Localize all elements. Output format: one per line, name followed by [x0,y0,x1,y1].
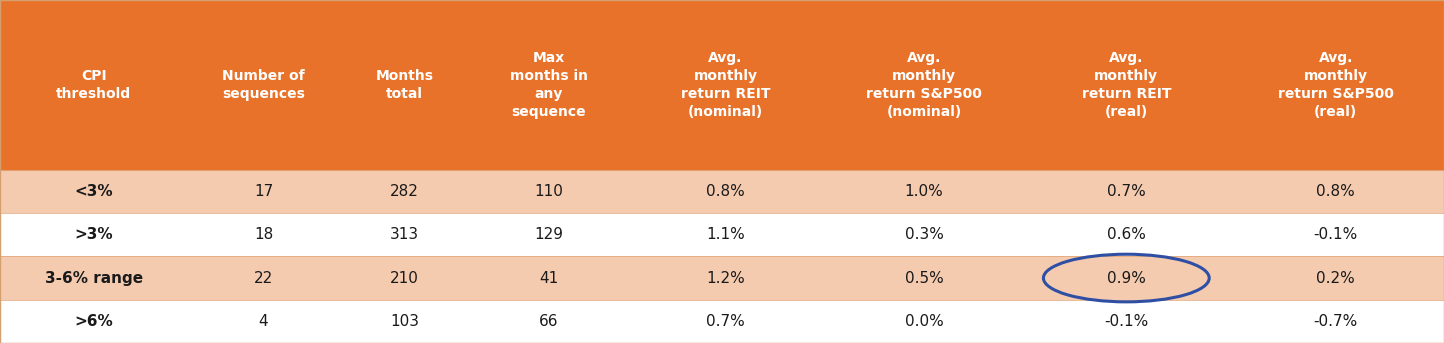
Text: 3-6% range: 3-6% range [45,271,143,285]
Text: 1.2%: 1.2% [706,271,745,285]
Text: Months
total: Months total [375,69,433,101]
Text: -0.7%: -0.7% [1314,314,1357,329]
Text: >3%: >3% [75,227,113,242]
Text: Avg.
monthly
return REIT
(real): Avg. monthly return REIT (real) [1082,51,1171,119]
Text: 17: 17 [254,184,273,199]
Text: 18: 18 [254,227,273,242]
Text: 0.2%: 0.2% [1317,271,1354,285]
Text: 22: 22 [254,271,273,285]
Text: 0.8%: 0.8% [1317,184,1354,199]
Text: 103: 103 [390,314,419,329]
Text: CPI
threshold: CPI threshold [56,69,131,101]
Text: 1.0%: 1.0% [905,184,943,199]
Text: -0.1%: -0.1% [1314,227,1357,242]
Text: 0.6%: 0.6% [1108,227,1145,242]
Text: 4: 4 [258,314,269,329]
Text: 313: 313 [390,227,419,242]
Text: -0.1%: -0.1% [1105,314,1148,329]
Text: Number of
sequences: Number of sequences [222,69,305,101]
Text: 129: 129 [534,227,563,242]
Text: >6%: >6% [75,314,113,329]
Text: 66: 66 [539,314,559,329]
FancyBboxPatch shape [0,300,1444,343]
FancyBboxPatch shape [0,213,1444,257]
FancyBboxPatch shape [0,0,1444,170]
Text: 0.9%: 0.9% [1108,271,1145,285]
Text: 0.7%: 0.7% [706,314,745,329]
Text: 0.3%: 0.3% [905,227,943,242]
Text: 41: 41 [539,271,559,285]
Text: 210: 210 [390,271,419,285]
Text: Avg.
monthly
return REIT
(nominal): Avg. monthly return REIT (nominal) [682,51,770,119]
Text: 1.1%: 1.1% [706,227,745,242]
Text: <3%: <3% [75,184,113,199]
Text: 0.8%: 0.8% [706,184,745,199]
Text: 0.7%: 0.7% [1108,184,1145,199]
Text: 0.0%: 0.0% [905,314,943,329]
Text: 110: 110 [534,184,563,199]
Text: Avg.
monthly
return S&P500
(real): Avg. monthly return S&P500 (real) [1278,51,1393,119]
Text: 282: 282 [390,184,419,199]
Text: Avg.
monthly
return S&P500
(nominal): Avg. monthly return S&P500 (nominal) [866,51,982,119]
Text: Max
months in
any
sequence: Max months in any sequence [510,51,588,119]
FancyBboxPatch shape [0,170,1444,213]
Text: 0.5%: 0.5% [905,271,943,285]
FancyBboxPatch shape [0,257,1444,300]
